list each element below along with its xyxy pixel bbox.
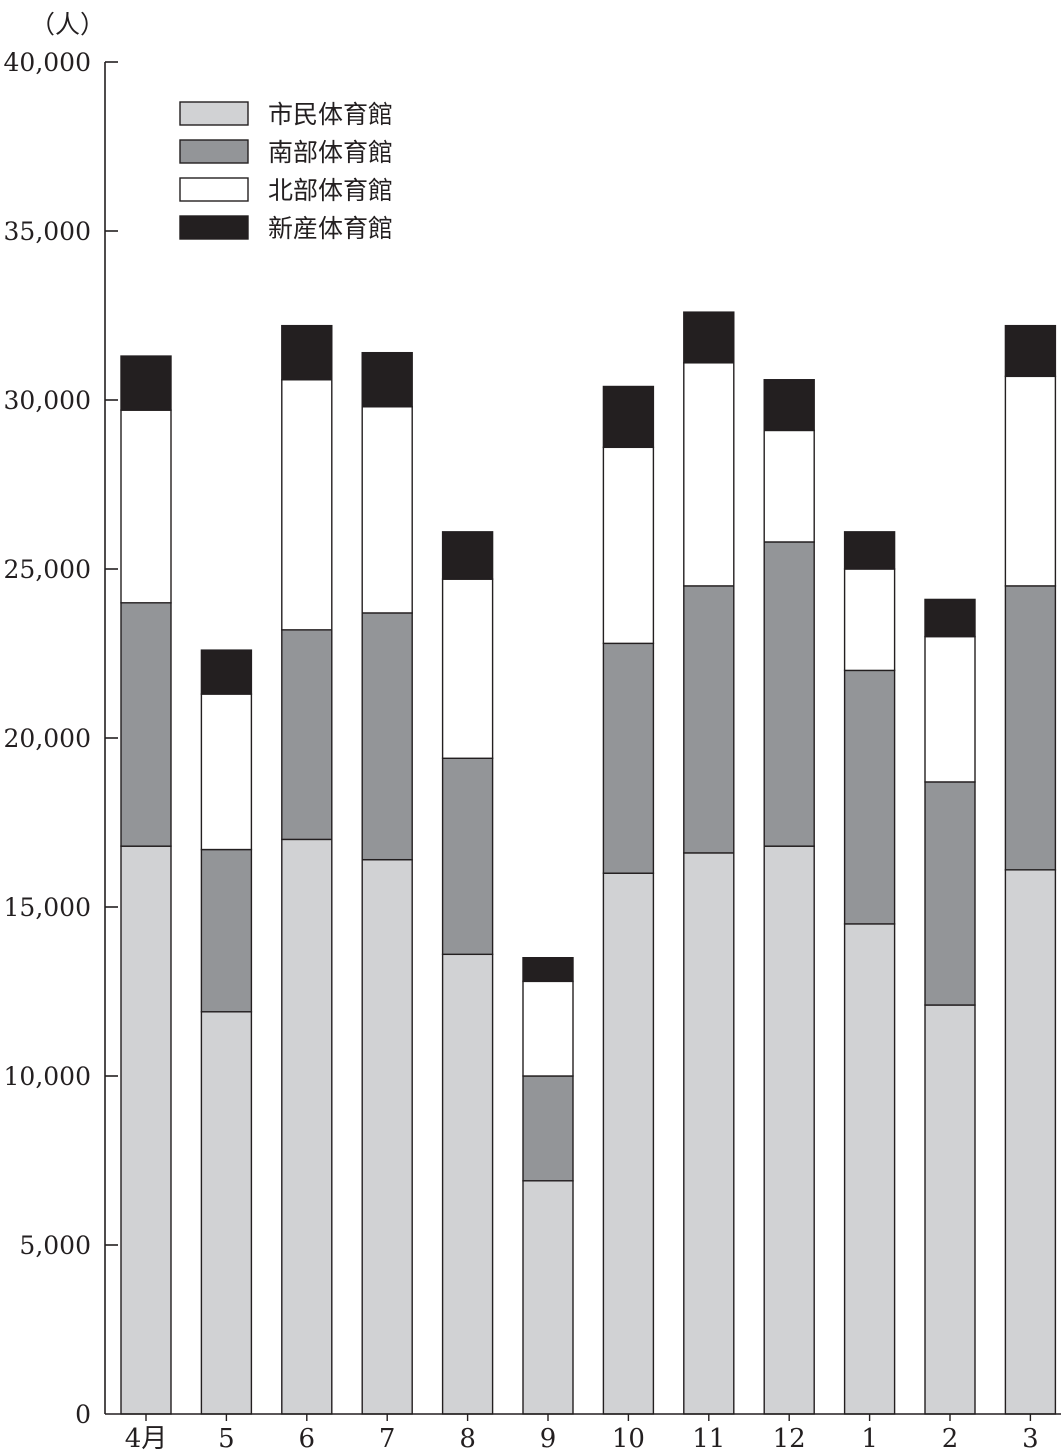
x-tick-label: 1: [861, 1424, 878, 1452]
bar-segment-8-series-4: [683, 311, 735, 364]
bar-segment-6-series-2: [522, 1075, 574, 1182]
x-tick-label: 6: [299, 1424, 316, 1452]
bar-segment-5-series-3: [441, 578, 494, 759]
y-tick-label: 20,000: [4, 724, 91, 753]
bar-segment-8-series-3: [683, 362, 735, 587]
bar-segment-1-series-2: [120, 602, 172, 847]
bar-segment-10-series-1: [843, 923, 896, 1415]
legend-swatch: [179, 177, 249, 202]
y-tick-label: 15,000: [4, 893, 91, 922]
bar-segment-11-series-4: [924, 598, 976, 638]
bar-segment-9-series-2: [763, 541, 815, 847]
bar-segment-10-series-3: [843, 568, 896, 672]
legend-swatch: [179, 101, 249, 126]
axes: 0 5,000 10,000 15,000 20,000 25,000 30,000 35,0…: [4, 48, 1061, 1452]
bar-segment-2-series-1: [200, 1011, 253, 1415]
bar-segment-12-series-2: [1004, 585, 1057, 871]
legend-label: 南部体育館: [268, 138, 393, 167]
bar-segment-7-series-1: [602, 872, 655, 1415]
legend-swatch: [179, 139, 249, 164]
bar-segment-3-series-3: [281, 379, 333, 631]
bar-segment-4-series-2: [361, 612, 413, 861]
y-tick-label: 30,000: [4, 386, 91, 415]
bar-segment-7-series-3: [602, 446, 655, 645]
y-tick-label: 35,000: [4, 217, 91, 246]
bar-segment-1-series-1: [120, 845, 172, 1415]
bar-segment-11-series-3: [924, 635, 976, 783]
bar-segment-11-series-2: [924, 781, 976, 1006]
bar-segment-9-series-3: [763, 429, 815, 543]
x-tick-label: 4月: [125, 1424, 168, 1452]
bar-segment-7-series-2: [602, 642, 655, 874]
y-tick-label: 5,000: [19, 1231, 91, 1260]
bar-segment-5-series-2: [441, 757, 494, 956]
legend-label: 北部体育館: [268, 176, 393, 205]
bar-segment-3-series-1: [281, 838, 333, 1415]
x-tick-label: 12: [773, 1424, 806, 1452]
bar-segment-9-series-4: [763, 379, 815, 432]
bar-segment-2-series-4: [200, 649, 253, 695]
bar-segment-6-series-3: [522, 980, 574, 1077]
bar-segment-3-series-4: [281, 324, 333, 381]
bar-segment-4-series-4: [361, 351, 413, 408]
bar-segment-6-series-1: [522, 1180, 574, 1415]
bar-segment-2-series-2: [200, 848, 253, 1013]
x-tick-label: 9: [540, 1424, 557, 1452]
bars: [120, 311, 1057, 1415]
y-tick-label: 10,000: [4, 1062, 91, 1091]
y-tick-label: 40,000: [4, 48, 91, 77]
y-unit-label: （人）: [30, 10, 105, 39]
bar-segment-8-series-1: [683, 852, 735, 1415]
bar-segment-11-series-1: [924, 1004, 976, 1415]
bar-segment-3-series-2: [281, 629, 333, 841]
bar-segment-8-series-2: [683, 585, 735, 854]
x-tick-label: 2: [942, 1424, 959, 1452]
x-tick-label: 8: [459, 1424, 476, 1452]
bar-segment-10-series-4: [843, 531, 896, 570]
bar-segment-12-series-1: [1004, 869, 1057, 1415]
y-tick-label: 0: [75, 1400, 91, 1429]
bar-segment-4-series-3: [361, 406, 413, 614]
bar-segment-12-series-4: [1004, 324, 1057, 378]
legend-swatch: [179, 215, 249, 240]
bar-segment-1-series-3: [120, 409, 172, 604]
bar-segment-10-series-2: [843, 669, 896, 925]
x-tick-label: 3: [1022, 1424, 1039, 1452]
y-tick-label: 25,000: [4, 555, 91, 584]
x-tick-label: 7: [379, 1424, 396, 1452]
bar-segment-9-series-1: [763, 845, 815, 1415]
bar-segment-2-series-3: [200, 693, 253, 851]
bar-segment-12-series-3: [1004, 375, 1057, 587]
bar-segment-6-series-4: [522, 957, 574, 983]
bar-segment-7-series-4: [602, 385, 655, 449]
legend-label: 新産体育館: [268, 214, 393, 243]
x-tick-label: 11: [692, 1424, 725, 1452]
x-tick-label: 5: [218, 1424, 235, 1452]
legend-label: 市民体育館: [268, 100, 393, 129]
bar-segment-5-series-4: [441, 531, 494, 580]
bar-segment-1-series-4: [120, 355, 172, 411]
bar-segment-4-series-1: [361, 858, 413, 1415]
x-tick-label: 10: [612, 1424, 645, 1452]
bar-segment-5-series-1: [441, 953, 494, 1415]
